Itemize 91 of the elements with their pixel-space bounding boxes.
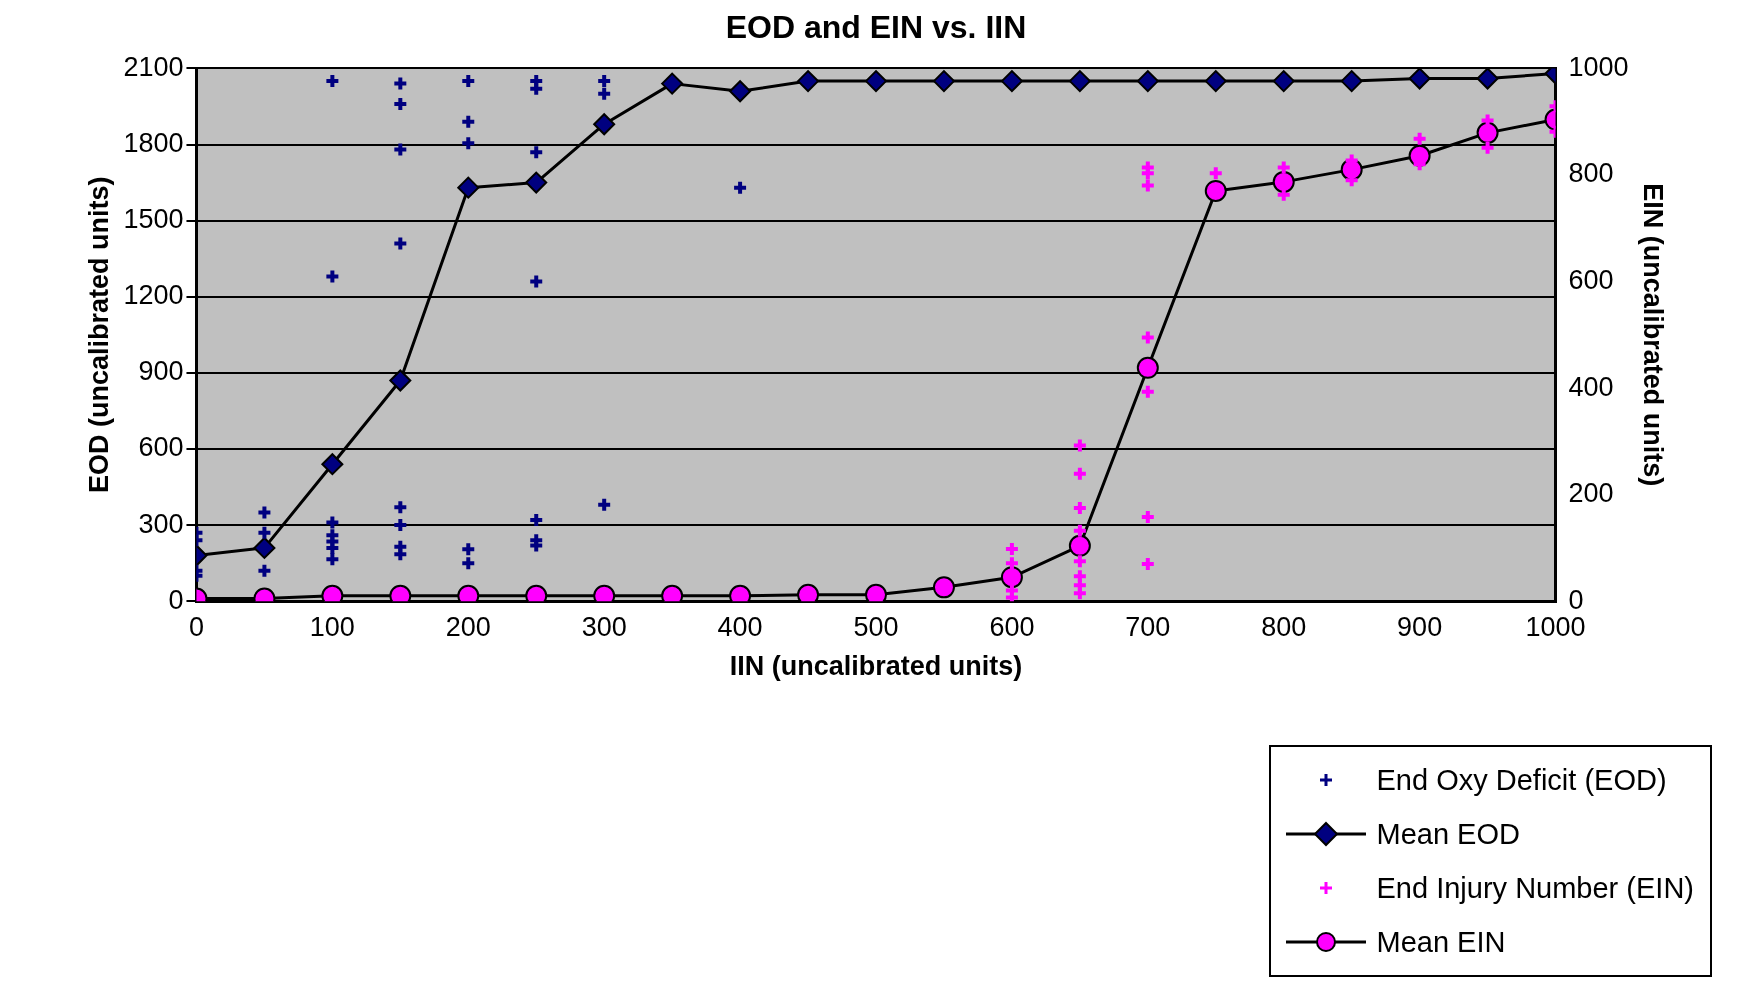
y2-tick-label: 1000 <box>1568 51 1629 82</box>
y-tick-label: 300 <box>138 508 184 539</box>
point <box>256 524 273 541</box>
legend-label: End Injury Number (EIN) <box>1376 871 1694 905</box>
x-tick-label: 200 <box>445 611 491 642</box>
point <box>1272 70 1295 93</box>
point <box>596 496 613 513</box>
point <box>1204 70 1227 93</box>
point <box>460 555 477 572</box>
point <box>389 369 412 392</box>
point <box>1000 566 1023 589</box>
point <box>253 536 276 559</box>
point <box>1476 121 1499 144</box>
point <box>1207 165 1224 182</box>
point <box>729 80 752 103</box>
y2-tick-label: 800 <box>1568 158 1614 189</box>
y-tick-label: 1500 <box>123 204 184 235</box>
x-tick-label: 400 <box>717 611 763 642</box>
point <box>1272 170 1295 193</box>
point <box>1275 159 1292 176</box>
point <box>392 546 409 563</box>
point <box>321 453 344 476</box>
point <box>1139 329 1156 346</box>
legend-label: Mean EIN <box>1376 925 1506 959</box>
point <box>460 113 477 130</box>
chart-title: EOD and EIN vs. IIN <box>725 9 1027 46</box>
x-tick-label: 300 <box>581 611 627 642</box>
point <box>732 179 749 196</box>
point <box>797 70 820 93</box>
point <box>1408 68 1431 90</box>
point <box>1479 139 1496 156</box>
point <box>324 514 341 531</box>
y2-tick-label: 200 <box>1568 478 1614 509</box>
y-tick-label: 1200 <box>123 280 184 311</box>
point <box>1139 383 1156 400</box>
point <box>392 499 409 516</box>
y-tick-label: 2100 <box>123 51 184 82</box>
point <box>661 72 684 95</box>
point <box>593 113 616 136</box>
point <box>596 85 613 102</box>
point <box>525 171 548 194</box>
point <box>1476 68 1499 90</box>
point <box>1204 179 1227 202</box>
legend-label: Mean EOD <box>1376 817 1520 851</box>
point <box>797 583 820 602</box>
point <box>460 541 477 558</box>
point <box>256 562 273 579</box>
point <box>1071 585 1088 602</box>
point <box>324 268 341 285</box>
x-tick-label: 0 <box>188 611 204 642</box>
point <box>1340 70 1363 93</box>
point <box>932 70 955 93</box>
x-tick-label: 500 <box>853 611 899 642</box>
point <box>1411 130 1428 147</box>
point <box>528 273 545 290</box>
y-axis-title: EOD (uncalibrated units) <box>83 176 114 494</box>
point <box>1071 553 1088 570</box>
point <box>1000 70 1023 93</box>
point <box>1136 356 1159 379</box>
point <box>457 176 480 199</box>
point <box>528 144 545 161</box>
point <box>460 135 477 152</box>
point <box>1136 70 1159 93</box>
point <box>392 235 409 252</box>
point <box>392 75 409 92</box>
point <box>1071 437 1088 454</box>
x-axis-title: IIN (uncalibrated units) <box>729 651 1023 682</box>
point <box>932 576 955 599</box>
point <box>1071 522 1088 539</box>
y-tick-label: 1800 <box>123 127 184 158</box>
x-tick-label: 900 <box>1397 611 1443 642</box>
point <box>1068 534 1091 557</box>
legend-label: End Oxy Deficit (EOD) <box>1376 763 1667 797</box>
point <box>392 141 409 158</box>
point <box>1139 177 1156 194</box>
x-tick-label: 100 <box>309 611 355 642</box>
x-tick-label: 800 <box>1261 611 1307 642</box>
y-tick-label: 600 <box>138 432 184 463</box>
point <box>865 583 887 602</box>
point <box>256 504 273 521</box>
y-tick-label: 900 <box>138 356 184 387</box>
point <box>324 551 341 568</box>
y-tick-label: 0 <box>168 584 184 615</box>
y2-tick-label: 400 <box>1568 371 1614 402</box>
y2-axis-title: EIN (uncalibrated units) <box>1638 183 1669 487</box>
point <box>1071 465 1088 482</box>
x-tick-label: 700 <box>1125 611 1171 642</box>
point <box>1068 70 1091 93</box>
point <box>865 70 887 93</box>
x-tick-label: 600 <box>989 611 1035 642</box>
y2-tick-label: 600 <box>1568 264 1614 295</box>
